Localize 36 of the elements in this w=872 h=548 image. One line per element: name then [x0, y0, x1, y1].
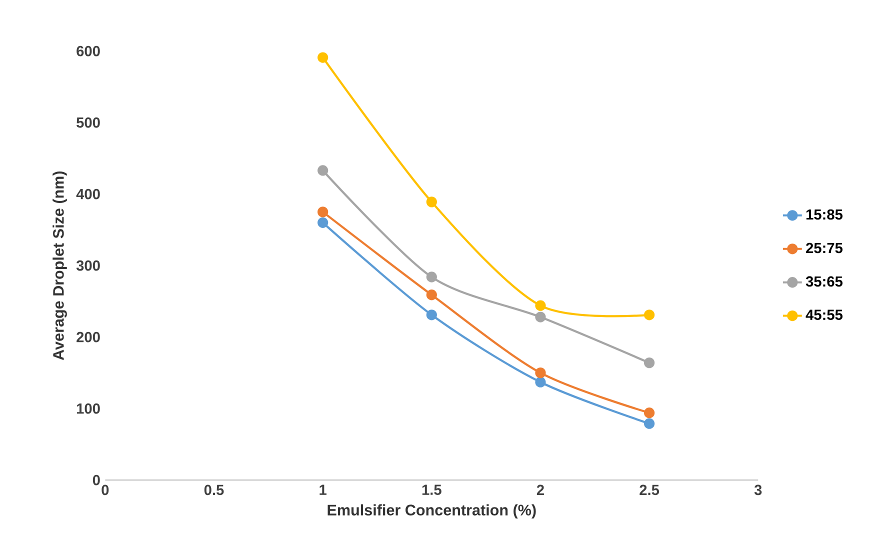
point [426, 289, 437, 300]
point [644, 310, 655, 320]
point [535, 376, 546, 388]
point [426, 272, 437, 282]
y-tick-label: 300 [76, 260, 100, 271]
y-tick-label: 0 [92, 474, 100, 486]
point [318, 52, 328, 63]
x-tick-label: 2.5 [640, 484, 660, 496]
y-tick-label: 500 [76, 117, 100, 128]
point [318, 217, 328, 228]
y-tick-label: 600 [76, 46, 100, 56]
x-tick-label: 1.5 [422, 484, 442, 495]
x-tick-label: 3 [754, 484, 762, 496]
y-tick-label: 200 [76, 332, 100, 342]
legend-label: 35:65 [806, 276, 843, 287]
y-tick-label: 100 [76, 403, 100, 414]
point [535, 367, 546, 378]
point [426, 196, 437, 208]
x-tick-label: 0 [102, 484, 109, 496]
x-tick-label: 2 [536, 484, 544, 495]
legend-label: 25:75 [806, 242, 843, 254]
point [318, 206, 328, 218]
point [535, 300, 546, 311]
point [644, 357, 655, 368]
point [426, 310, 437, 320]
point [644, 407, 655, 418]
y-tick-label: 400 [76, 188, 100, 200]
x-axis-title: Emulsifier Concentration (%) [328, 504, 536, 518]
legend-label: 45:55 [806, 310, 843, 320]
point [535, 312, 546, 322]
point [318, 165, 328, 176]
y-axis-title: Average Droplet Size (nm) [52, 171, 67, 360]
x-tick-label: 1 [320, 484, 326, 495]
legend-label: 15:85 [806, 209, 843, 220]
x-tick-label: 0.5 [204, 484, 224, 496]
point [644, 418, 655, 429]
